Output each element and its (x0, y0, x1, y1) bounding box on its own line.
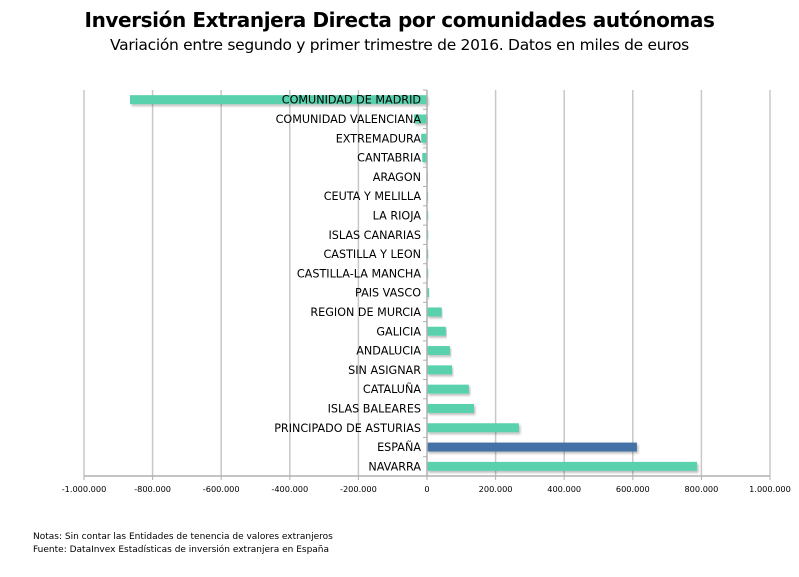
bar (427, 403, 474, 413)
source-text: Fuente: DataInvex Estadísticas de invers… (33, 545, 330, 555)
tick-labels: -1.000.000 -800.000 -600.000 -400.000 -200.0… (62, 484, 791, 494)
category-label: CATALUÑA (363, 383, 421, 396)
category-label: CASTILLA Y LEON (324, 248, 422, 261)
bar (422, 153, 427, 163)
x-tick-label: 600.000 (616, 484, 650, 494)
bar (427, 365, 453, 375)
bar (427, 442, 637, 452)
category-label: CASTILLA-LA MANCHA (297, 267, 421, 280)
category-label: ISLAS BALEARES (328, 402, 421, 415)
x-tick-label: 200.000 (479, 484, 513, 494)
category-label: REGION DE MURCIA (310, 306, 421, 319)
axes (83, 89, 771, 480)
category-label: PAIS VASCO (355, 287, 421, 300)
bar (427, 326, 446, 336)
x-tick-label: -800.000 (134, 484, 171, 494)
category-label: ANDALUCIA (356, 345, 421, 358)
category-label: COMUNIDAD VALENCIANA (276, 113, 422, 126)
x-tick-label: -1.000.000 (62, 484, 107, 494)
category-label: GALICIA (376, 325, 421, 338)
chart-notes: Notas: Sin contar las Entidades de tenen… (33, 531, 333, 557)
bar (129, 95, 427, 105)
bar (427, 384, 469, 394)
category-label: ISLAS CANARIAS (328, 229, 421, 242)
bar (413, 114, 427, 124)
grid-lines (83, 90, 771, 476)
category-label: EXTREMADURA (336, 132, 422, 145)
notes-text: Notas: Sin contar las Entidades de tenen… (33, 532, 333, 542)
bar (421, 133, 427, 143)
chart-subtitle: Variación entre segundo y primer trimest… (110, 36, 689, 54)
category-label: CANTABRIA (357, 152, 421, 165)
category-label: ESPAÑA (377, 441, 421, 454)
x-tick-label: 1.000.000 (749, 484, 791, 494)
category-label: CEUTA Y MELILLA (324, 190, 422, 203)
category-label: NAVARRA (368, 460, 421, 473)
category-labels: COMUNIDAD DE MADRID COMUNIDAD VALENCIANA E… (274, 94, 421, 474)
x-tick-label: -200.000 (340, 484, 377, 494)
category-label: ARAGON (373, 171, 421, 184)
x-tick-label: -600.000 (203, 484, 240, 494)
category-label: SIN ASIGNAR (348, 364, 421, 377)
bar (427, 461, 697, 471)
x-tick-label: 400.000 (547, 484, 581, 494)
x-tick-label: -400.000 (271, 484, 308, 494)
category-label: PRINCIPADO DE ASTURIAS (274, 422, 421, 435)
x-tick-label: 0 (424, 484, 429, 494)
bar (427, 346, 450, 356)
bar (427, 288, 430, 298)
bar (427, 423, 519, 433)
category-label: COMUNIDAD DE MADRID (282, 94, 421, 107)
bar (427, 307, 442, 317)
chart-title: Inversión Extranjera Directa por comunid… (84, 8, 715, 32)
x-tick-label: 800.000 (684, 484, 718, 494)
category-label: LA RIOJA (373, 209, 422, 222)
